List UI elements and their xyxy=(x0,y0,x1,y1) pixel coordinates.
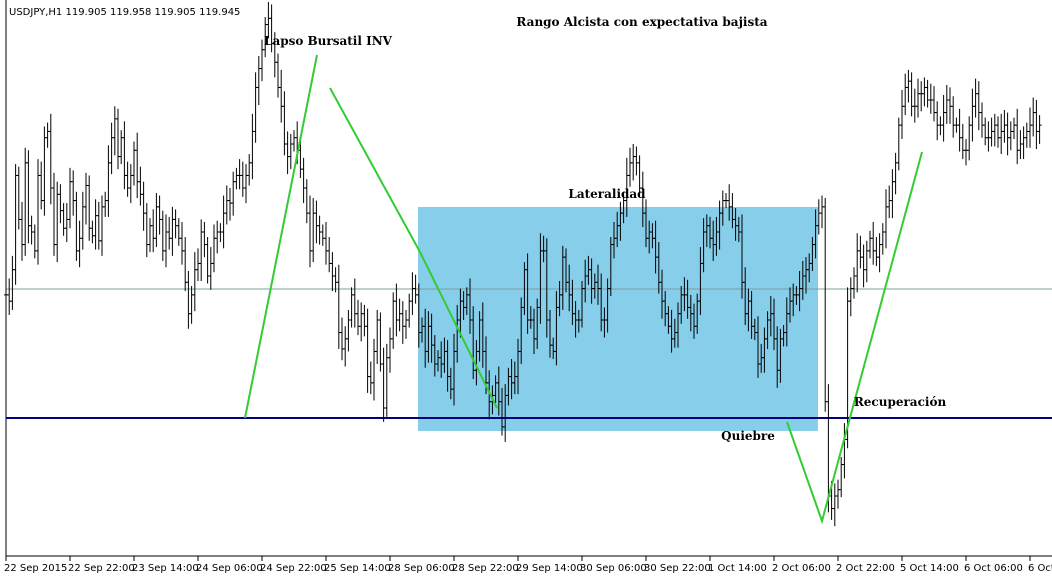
time-axis-label: 30 Sep 22:00 xyxy=(644,563,711,574)
annotation-recuperacion: Recuperación xyxy=(854,395,947,409)
time-axis-label: 28 Sep 22:00 xyxy=(452,563,519,574)
time-axis-label: 24 Sep 22:00 xyxy=(260,563,327,574)
time-axis-label: 24 Sep 06:00 xyxy=(196,563,263,574)
chart-title: Rango Alcista con expectativa bajista xyxy=(516,15,767,29)
trendline-lateral-drop[interactable] xyxy=(419,251,498,409)
trendline-rise[interactable] xyxy=(244,54,318,419)
trendline-break-recovery[interactable] xyxy=(786,151,923,525)
time-axis-label: 29 Sep 14:00 xyxy=(516,563,583,574)
time-axis-label: 25 Sep 14:00 xyxy=(324,563,391,574)
annotation-lateralidad: Lateralidad xyxy=(568,187,646,201)
time-axis-label: 5 Oct 14:00 xyxy=(900,563,959,574)
time-axis-label: 2 Oct 06:00 xyxy=(772,563,831,574)
symbol-info: USDJPY,H1 119.905 119.958 119.905 119.94… xyxy=(9,7,240,18)
time-axis-label: 1 Oct 14:00 xyxy=(708,563,767,574)
ohlc-bars xyxy=(4,1,1042,527)
time-axis-label: 30 Sep 06:00 xyxy=(580,563,647,574)
time-axis-label: 22 Sep 2015 xyxy=(4,563,67,574)
time-axis-label: 2 Oct 22:00 xyxy=(836,563,895,574)
annotation-quiebre: Quiebre xyxy=(721,429,775,443)
time-axis-label: 28 Sep 06:00 xyxy=(388,563,455,574)
time-axis-label: 6 Oct 06:00 xyxy=(964,563,1023,574)
time-axis-label: 6 Oct xyxy=(1028,563,1052,574)
time-axis-label: 22 Sep 22:00 xyxy=(68,563,135,574)
trendline-decline[interactable] xyxy=(329,87,421,253)
trendlines[interactable] xyxy=(244,54,923,525)
annotation-lapso-bursatil: Lapso Bursatil INV xyxy=(264,34,393,48)
time-axis-label: 23 Sep 14:00 xyxy=(132,563,199,574)
